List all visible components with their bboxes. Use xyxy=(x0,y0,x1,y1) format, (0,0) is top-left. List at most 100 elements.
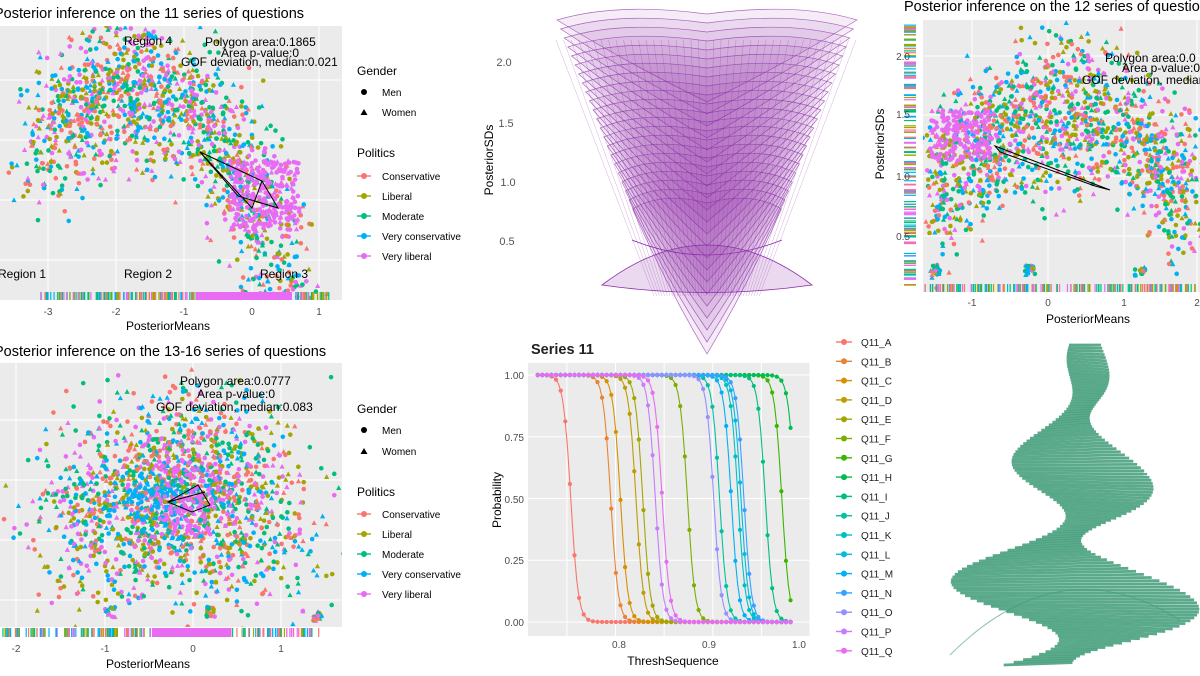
data-point xyxy=(147,102,153,108)
data-point xyxy=(123,504,129,510)
data-point xyxy=(1095,169,1101,174)
data-point xyxy=(1053,110,1059,116)
data-point xyxy=(261,518,267,523)
data-point xyxy=(190,447,196,452)
data-point xyxy=(250,191,256,197)
data-point xyxy=(1148,155,1154,161)
data-point xyxy=(285,158,291,163)
data-point xyxy=(124,470,130,476)
data-point xyxy=(181,72,187,78)
data-point xyxy=(168,173,174,179)
data-point xyxy=(75,171,81,176)
data-point xyxy=(239,608,244,614)
data-point xyxy=(1015,159,1021,165)
data-point xyxy=(53,175,59,181)
data-point xyxy=(148,150,154,156)
surface-mesh-line xyxy=(578,39,663,297)
data-point xyxy=(99,77,105,83)
data-point xyxy=(111,98,117,104)
data-point xyxy=(350,594,355,599)
data-point xyxy=(206,557,212,563)
data-point xyxy=(963,180,969,186)
data-point xyxy=(1088,72,1093,78)
data-point xyxy=(284,182,291,188)
data-point xyxy=(1105,135,1110,141)
data-point xyxy=(180,385,186,391)
data-point xyxy=(1168,207,1174,213)
data-point xyxy=(1158,149,1164,155)
data-point xyxy=(226,521,232,527)
data-point xyxy=(1094,162,1099,167)
data-point xyxy=(267,218,273,224)
data-point xyxy=(983,157,989,163)
data-point xyxy=(277,213,284,219)
data-point xyxy=(247,202,253,207)
data-point xyxy=(1072,77,1078,83)
data-point xyxy=(244,231,250,237)
data-point xyxy=(1018,25,1024,31)
data-point xyxy=(238,453,244,459)
data-point xyxy=(279,339,284,344)
data-point xyxy=(1083,134,1089,140)
data-point xyxy=(241,159,247,165)
data-point xyxy=(1152,175,1158,180)
data-point xyxy=(86,38,92,43)
data-point xyxy=(1124,121,1129,127)
data-point xyxy=(188,58,194,63)
data-point xyxy=(1000,203,1005,209)
data-point xyxy=(161,147,166,153)
data-point xyxy=(253,573,259,578)
data-point xyxy=(1100,127,1105,132)
data-point xyxy=(1057,110,1062,115)
data-point xyxy=(138,90,144,95)
data-point xyxy=(132,34,137,39)
data-point xyxy=(1040,172,1046,178)
data-point xyxy=(959,186,965,192)
data-point xyxy=(147,447,153,453)
data-point xyxy=(163,156,168,161)
data-point xyxy=(44,55,50,61)
data-point xyxy=(90,469,96,475)
data-point xyxy=(1090,82,1096,88)
data-point xyxy=(1101,71,1107,77)
data-point xyxy=(40,107,45,112)
data-point xyxy=(157,124,163,130)
data-point xyxy=(947,108,953,114)
data-point xyxy=(930,129,936,135)
data-point xyxy=(258,538,263,543)
data-point xyxy=(307,444,313,450)
data-point xyxy=(1028,108,1034,114)
data-point xyxy=(289,277,294,283)
data-point xyxy=(304,328,309,333)
data-point xyxy=(112,51,118,57)
data-point xyxy=(213,90,219,95)
data-point xyxy=(1143,151,1149,157)
data-point xyxy=(106,72,111,77)
data-point xyxy=(1062,115,1068,121)
data-point xyxy=(199,100,204,106)
data-point xyxy=(1046,86,1051,92)
data-point xyxy=(149,399,155,404)
data-point xyxy=(164,460,170,466)
data-point xyxy=(169,102,175,108)
data-point xyxy=(280,175,286,181)
data-point xyxy=(264,274,270,279)
data-point xyxy=(249,118,255,124)
data-point xyxy=(1147,146,1153,152)
data-point xyxy=(289,240,295,246)
data-point xyxy=(111,112,116,118)
data-point xyxy=(186,512,191,518)
data-point xyxy=(994,125,1000,131)
data-point xyxy=(141,58,146,63)
data-point xyxy=(215,39,220,45)
data-point xyxy=(1125,170,1131,176)
data-point xyxy=(955,129,960,135)
data-point xyxy=(264,524,270,530)
data-point xyxy=(197,122,203,128)
data-point xyxy=(24,88,30,93)
data-point xyxy=(68,130,73,135)
data-point xyxy=(944,137,950,143)
data-point xyxy=(43,82,50,88)
data-point xyxy=(134,150,139,156)
